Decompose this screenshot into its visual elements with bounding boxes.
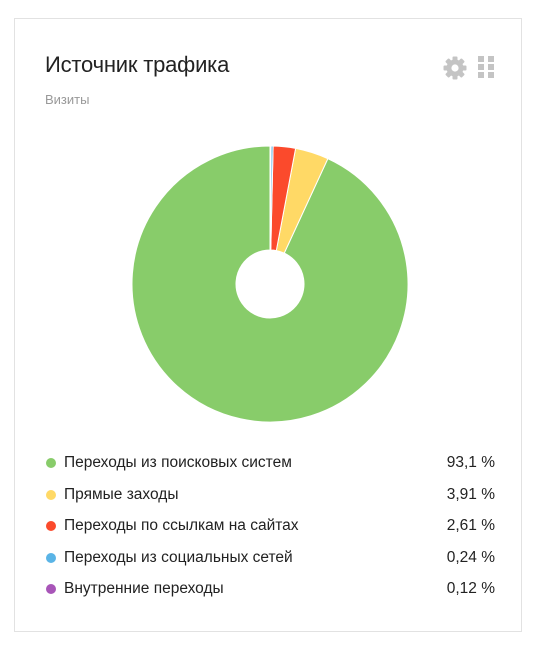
legend-dot-icon (46, 584, 56, 594)
legend-label: Прямые заходы (64, 485, 179, 503)
legend-dot-icon (46, 552, 56, 563)
pie-chart (130, 144, 410, 424)
legend-item[interactable]: Переходы из поисковых систем 93,1 % (45, 447, 497, 479)
legend-label: Переходы из поисковых систем (64, 454, 292, 471)
settings-button[interactable] (442, 55, 468, 81)
legend-value: 2,61 % (446, 517, 495, 534)
legend-item[interactable]: Прямые заходы 3,91 % (45, 479, 497, 511)
legend-value: 0,12 % (446, 580, 495, 597)
pie-chart-svg (131, 145, 409, 423)
legend-item[interactable]: Переходы по ссылкам на сайтах 2,61 % (45, 510, 497, 542)
legend-value: 93,1 % (446, 454, 495, 471)
legend-value: 3,91 % (446, 485, 495, 503)
traffic-source-widget: Источник трафика Визиты (14, 18, 522, 632)
widget-subtitle: Визиты (45, 92, 90, 107)
widget-title: Источник трафика (45, 52, 230, 77)
legend-item[interactable]: Переходы из социальных сетей 0,24 % (45, 542, 497, 574)
grid-dots-icon (478, 56, 494, 78)
drag-handle[interactable] (477, 55, 495, 79)
legend-dot-icon (46, 521, 56, 531)
pie-slice-0[interactable] (131, 145, 409, 423)
legend-label: Переходы по ссылкам на сайтах (64, 517, 299, 534)
legend-label: Переходы из социальных сетей (64, 548, 293, 566)
chart-legend: Переходы из поисковых систем 93,1 % Прямые… (45, 447, 497, 605)
legend-value: 0,24 % (446, 548, 495, 566)
gear-icon (443, 56, 467, 80)
pie-slice-4[interactable] (269, 145, 272, 251)
legend-label: Внутренние переходы (64, 580, 224, 597)
legend-item[interactable]: Внутренние переходы 0,12 % (45, 573, 497, 605)
legend-dot-icon (46, 458, 56, 468)
legend-dot-icon (46, 489, 56, 500)
